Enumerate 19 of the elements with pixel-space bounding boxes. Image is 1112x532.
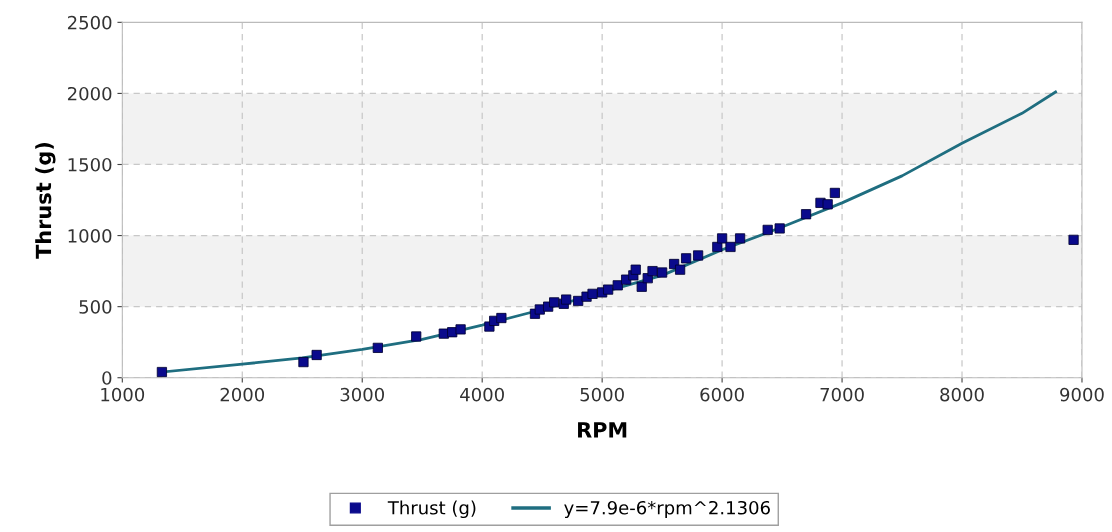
x-tick-label: 3000 xyxy=(340,387,385,402)
y-tick-label: 500 xyxy=(79,300,112,314)
x-tick-label: 5000 xyxy=(580,387,624,402)
x-tick-label: 1000 xyxy=(101,387,145,402)
legend-label: Thrust (g) xyxy=(387,500,476,519)
x-tick-label: 2000 xyxy=(220,387,265,402)
legend-label: y=7.9e-6*rpm^2.1306 xyxy=(564,500,770,519)
x-tick-label: 8000 xyxy=(940,387,984,402)
y-tick-label: 1500 xyxy=(68,157,112,172)
y-tick-label: 2500 xyxy=(67,15,112,30)
x-tick-label: 6000 xyxy=(700,387,744,402)
x-tick-label: 7000 xyxy=(820,387,864,402)
y-tick-label: 1000 xyxy=(68,229,112,243)
y-tick-label: 2000 xyxy=(67,86,112,101)
y-tick-label: 0 xyxy=(102,371,112,385)
x-axis-title: RPM xyxy=(578,422,627,438)
y-axis-title: Thrust (g) xyxy=(35,142,56,259)
x-tick-label: 4000 xyxy=(460,387,504,402)
x-tick-label: 9000 xyxy=(1060,387,1104,402)
